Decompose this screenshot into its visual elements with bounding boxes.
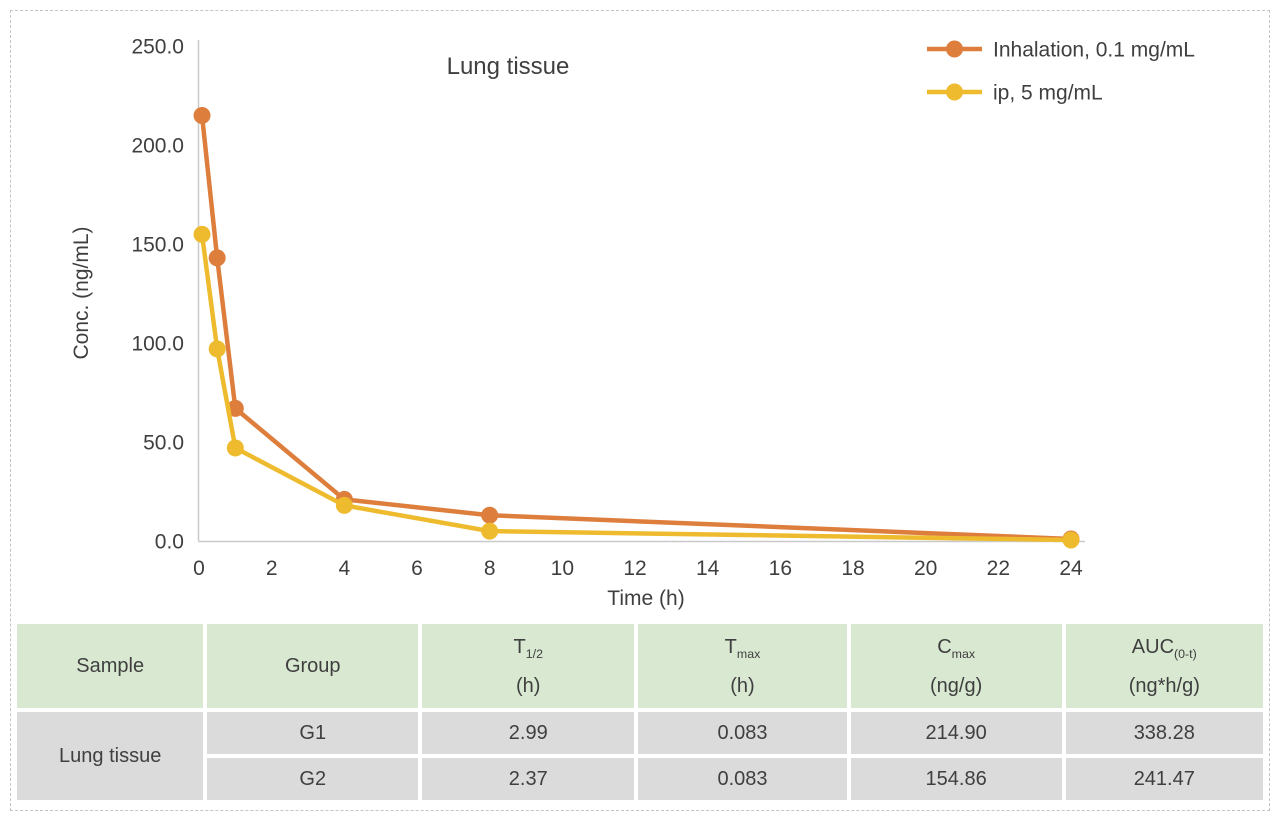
- data-point: [208, 249, 226, 267]
- c-max-cell: 154.86: [850, 758, 1062, 800]
- header-t-max: Tmax (h): [638, 624, 847, 708]
- data-point: [335, 496, 353, 514]
- table-header-row: Sample Group T1/2 (h) Tmax (h) Cmax (ng/…: [17, 624, 1263, 708]
- pk-parameters-table: Sample Group T1/2 (h) Tmax (h) Cmax (ng/…: [13, 620, 1267, 804]
- x-tick-label: 10: [551, 557, 574, 580]
- x-tick-label: 0: [193, 557, 205, 580]
- x-tick-label: 18: [841, 557, 864, 580]
- header-auc: AUC(0-t) (ng*h/g): [1065, 624, 1263, 708]
- x-tick-label: 12: [623, 557, 646, 580]
- header-sample-label: Sample: [76, 655, 145, 677]
- data-point: [193, 225, 211, 243]
- data-point: [226, 439, 244, 457]
- y-axis-label: Conc. (ng/mL): [70, 226, 93, 359]
- legend-label: ip, 5 mg/mL: [993, 82, 1103, 105]
- group-cell: G2: [207, 758, 419, 800]
- series-line-0: [199, 113, 1074, 542]
- auc-cell: 338.28: [1065, 712, 1263, 754]
- legend-marker: [946, 83, 963, 101]
- x-tick-label: 24: [1059, 557, 1083, 580]
- header-sample: Sample: [17, 624, 204, 708]
- header-t-max-unit: (h): [730, 674, 755, 697]
- y-tick-label: 50.0: [143, 432, 184, 455]
- x-tick-label: 20: [914, 557, 937, 580]
- header-c-max: Cmax (ng/g): [850, 624, 1062, 708]
- x-tick-label: 4: [338, 557, 350, 580]
- header-auc-unit: (ng*h/g): [1128, 674, 1200, 697]
- c-max-cell: 214.90: [850, 712, 1062, 754]
- y-tick-label: 100.0: [131, 333, 184, 356]
- chart-title: Lung tissue: [447, 53, 570, 80]
- y-tick-label: 200.0: [131, 135, 184, 158]
- legend-item: Inhalation, 0.1 mg/mL: [927, 39, 1195, 62]
- t-half-cell: 2.99: [422, 712, 635, 754]
- data-point: [1062, 531, 1080, 549]
- y-tick-label: 150.0: [131, 234, 184, 257]
- x-tick-label: 16: [769, 557, 792, 580]
- data-point: [481, 522, 499, 540]
- t-max-cell: 0.083: [638, 712, 847, 754]
- series-line-1: [199, 232, 1074, 543]
- x-tick-label: 8: [484, 557, 496, 580]
- legend-marker: [946, 40, 963, 58]
- data-point: [208, 340, 226, 358]
- x-axis-label: Time (h): [607, 587, 684, 610]
- auc-cell: 241.47: [1065, 758, 1263, 800]
- legend-label: Inhalation, 0.1 mg/mL: [993, 39, 1195, 62]
- x-tick-label: 14: [696, 557, 720, 580]
- table-row: Lung tissue G1 2.99 0.083 214.90 338.28: [17, 712, 1263, 800]
- header-c-max-unit: (ng/g): [930, 674, 983, 697]
- data-point: [193, 106, 211, 124]
- x-tick-label: 6: [411, 557, 423, 580]
- x-tick-label: 22: [987, 557, 1010, 580]
- x-tick-label: 2: [266, 557, 278, 580]
- t-half-cell: 2.37: [422, 758, 635, 800]
- table-row: G2 2.37 0.083 154.86 241.47: [17, 758, 1263, 800]
- data-point: [481, 506, 499, 524]
- header-group-label: Group: [284, 655, 341, 677]
- sample-cell: Lung tissue: [17, 712, 204, 800]
- header-t-half: T1/2 (h): [422, 624, 635, 708]
- header-group: Group: [207, 624, 419, 708]
- pk-parameters-table-wrap: Sample Group T1/2 (h) Tmax (h) Cmax (ng/…: [13, 620, 1267, 804]
- header-t-half-unit: (h): [516, 674, 541, 697]
- y-tick-label: 0.0: [155, 531, 184, 554]
- t-max-cell: 0.083: [638, 758, 847, 800]
- group-cell: G1: [207, 712, 419, 754]
- legend-item: ip, 5 mg/mL: [927, 82, 1103, 105]
- y-tick-label: 250.0: [131, 36, 184, 59]
